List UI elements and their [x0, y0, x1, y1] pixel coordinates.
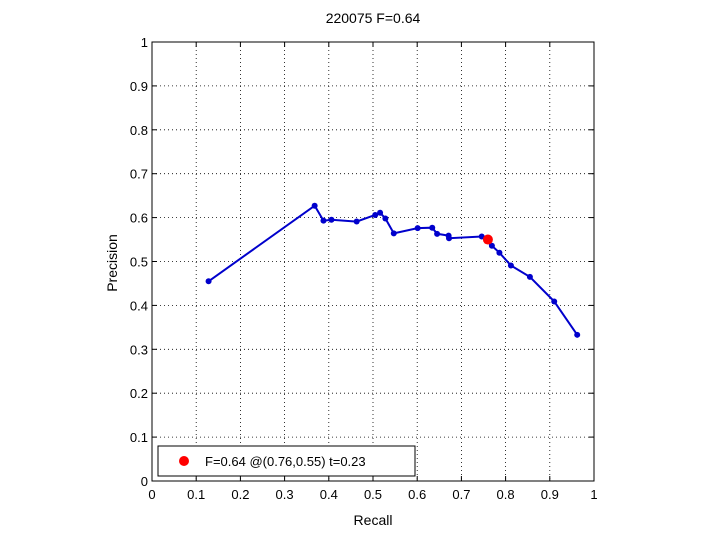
legend-marker [179, 456, 189, 466]
y-tick-label: 0.9 [130, 79, 148, 94]
chart-title: 220075 F=0.64 [326, 10, 421, 26]
x-tick-labels: 0 0.1 0.2 0.3 0.4 0.5 0.6 0.7 0.8 0.9 1 [148, 487, 597, 502]
x-tick-label: 1 [590, 487, 597, 502]
data-point [372, 211, 379, 218]
y-tick-label: 1 [141, 35, 148, 50]
data-point [382, 215, 389, 222]
data-point [205, 278, 212, 285]
x-tick-label: 0.2 [231, 487, 249, 502]
y-tick-label: 0.6 [130, 211, 148, 226]
legend: F=0.64 @(0.76,0.55) t=0.23 [157, 445, 416, 477]
y-tick-label: 0.5 [130, 255, 148, 270]
x-tick-label: 0.5 [364, 487, 382, 502]
x-tick-label: 0.3 [276, 487, 294, 502]
y-tick-label: 0.2 [130, 386, 148, 401]
x-tick-label: 0.1 [187, 487, 205, 502]
y-tick-labels: 0 0.1 0.2 0.3 0.4 0.5 0.6 0.7 0.8 0.9 1 [130, 35, 148, 489]
y-tick-label: 0.7 [130, 167, 148, 182]
data-point [574, 331, 581, 338]
data-point [377, 209, 384, 216]
y-tick-label: 0 [141, 474, 148, 489]
data-point [311, 202, 318, 209]
legend-box [157, 445, 416, 477]
y-axis-label: Precision [104, 234, 120, 292]
data-point [496, 249, 503, 256]
x-tick-label: 0 [148, 487, 155, 502]
legend-label: F=0.64 @(0.76,0.55) t=0.23 [205, 454, 366, 469]
series [205, 202, 581, 338]
data-point [488, 242, 495, 249]
x-tick-label: 0.9 [541, 487, 559, 502]
y-tick-label: 0.3 [130, 342, 148, 357]
x-axis-label: Recall [354, 512, 393, 528]
data-point [320, 217, 327, 224]
x-tick-label: 0.7 [452, 487, 470, 502]
x-tick-label: 0.6 [408, 487, 426, 502]
data-point [414, 225, 421, 232]
y-tick-label: 0.8 [130, 123, 148, 138]
data-point [551, 298, 558, 305]
ticks [151, 41, 595, 482]
grid [152, 42, 594, 481]
y-tick-label: 0.1 [130, 430, 148, 445]
data-point [526, 273, 533, 280]
data-point [328, 216, 335, 223]
data-point [446, 235, 453, 242]
data-point [429, 224, 436, 231]
y-tick-label: 0.4 [130, 298, 148, 313]
best-f-point [482, 234, 493, 245]
data-point [390, 230, 397, 237]
x-tick-label: 0.4 [320, 487, 338, 502]
series-line [208, 204, 579, 336]
data-point [434, 230, 441, 237]
x-tick-label: 0.8 [497, 487, 515, 502]
data-point [507, 262, 514, 269]
data-point [353, 218, 360, 225]
